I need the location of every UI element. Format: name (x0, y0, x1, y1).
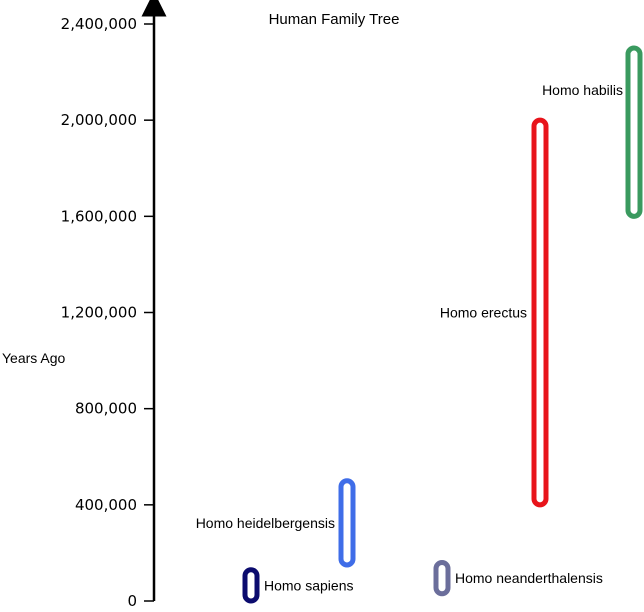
species-labels: Homo habilis Homo erectus Homo heidelberge… (196, 82, 623, 593)
y-tick-label: 0 (127, 592, 137, 610)
range-bar-homo-neanderthalensis (433, 560, 451, 597)
range-bar-homo-erectus (531, 117, 549, 508)
range-bar-homo-sapiens (242, 567, 260, 604)
y-tick-label: 400,000 (75, 496, 137, 514)
species-label-homo-neanderthalensis: Homo neanderthalensis (455, 570, 603, 586)
species-label-homo-erectus: Homo erectus (440, 305, 527, 321)
range-bar-homo-habilis (625, 45, 643, 219)
y-tick-label: 2,400,000 (61, 15, 137, 33)
y-tick-label: 1,200,000 (61, 304, 137, 322)
range-bar-homo-heidelbergensis (338, 478, 356, 568)
y-tick-label: 800,000 (75, 400, 137, 418)
species-label-homo-habilis: Homo habilis (542, 82, 623, 98)
y-axis-ticks: 0 400,000 800,000 1,200,000 1,600,000 2,000,0… (61, 15, 154, 610)
y-tick-label: 2,000,000 (61, 111, 137, 129)
species-label-homo-sapiens: Homo sapiens (264, 577, 354, 593)
species-label-homo-heidelbergensis: Homo heidelbergensis (196, 515, 335, 531)
chart-title: Human Family Tree (269, 11, 400, 28)
y-tick-label: 1,600,000 (61, 207, 137, 225)
range-bars (242, 45, 643, 604)
y-axis-label: Years Ago (2, 350, 66, 366)
